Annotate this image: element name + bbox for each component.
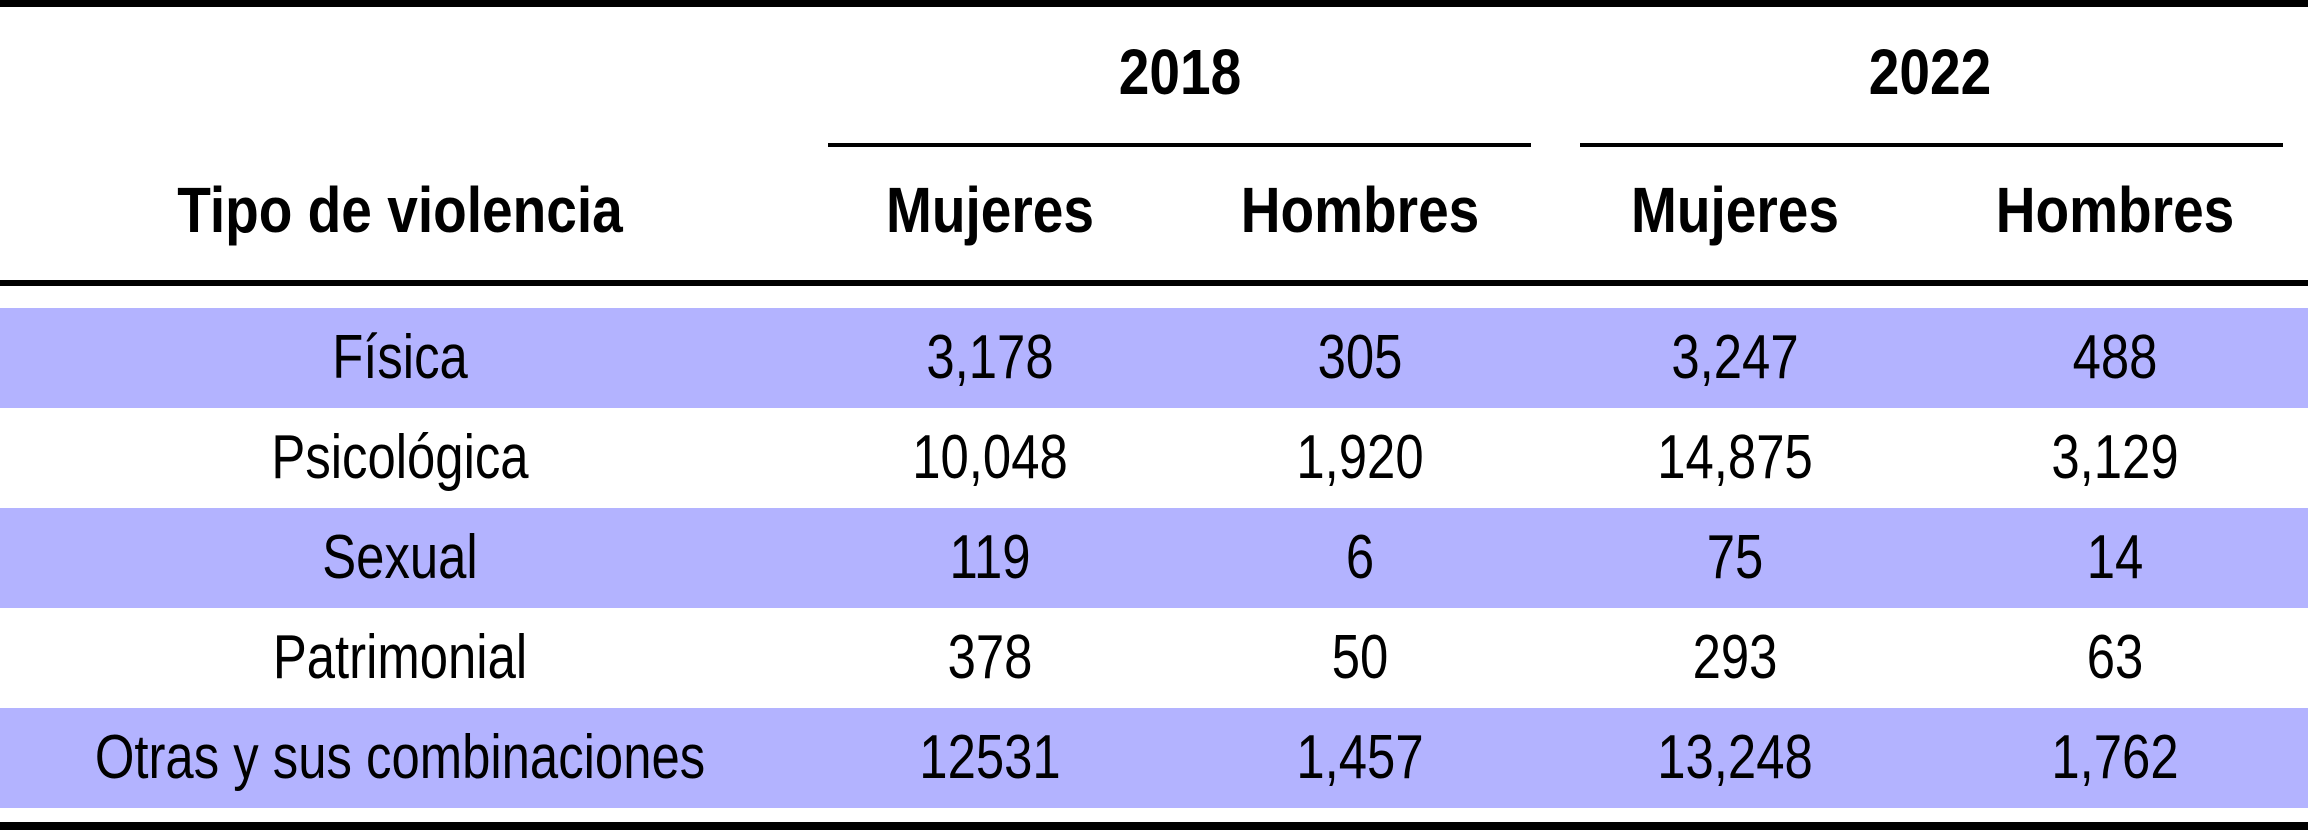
value-cell-2018-hombres: 6 [1345, 523, 1375, 592]
value-cell-2022-hombres: 3,129 [2051, 423, 2179, 492]
row-label: Psicológica [271, 423, 529, 492]
row-label: Patrimonial [272, 623, 528, 692]
value-cell-2018-mujeres: 12531 [919, 723, 1061, 792]
row-label: Sexual [322, 523, 478, 592]
col-header-2022-mujeres: Mujeres [1630, 174, 1840, 246]
table-row [0, 708, 2308, 808]
value-cell-2018-mujeres: 119 [949, 523, 1031, 592]
year-2022-underline [1580, 143, 2283, 147]
value-cell-2022-hombres: 1,762 [2051, 723, 2179, 792]
year-2022-header: 2022 [1868, 36, 1992, 108]
value-cell-2022-mujeres: 3,247 [1671, 323, 1799, 392]
value-cell-2022-hombres: 14 [2086, 523, 2144, 592]
value-cell-2018-mujeres: 3,178 [926, 323, 1054, 392]
header-bottom-rule [0, 280, 2308, 286]
col-header-2022-hombres: Hombres [1995, 174, 2235, 246]
row-label: Física [332, 323, 468, 392]
value-cell-2018-hombres: 50 [1331, 623, 1389, 692]
year-2018-header: 2018 [1118, 36, 1242, 108]
value-cell-2018-mujeres: 378 [947, 623, 1033, 692]
table-row [0, 608, 2308, 708]
table-row [0, 508, 2308, 608]
value-cell-2018-hombres: 1,920 [1296, 423, 1424, 492]
table-row [0, 408, 2308, 508]
col-header-2018-mujeres: Mujeres [885, 174, 1095, 246]
value-cell-2022-hombres: 63 [2086, 623, 2144, 692]
value-cell-2022-mujeres: 293 [1692, 623, 1778, 692]
value-cell-2022-mujeres: 13,248 [1657, 723, 1813, 792]
col-header-2018-hombres: Hombres [1240, 174, 1480, 246]
year-2018-underline [828, 143, 1531, 147]
value-cell-2018-hombres: 1,457 [1296, 723, 1424, 792]
value-cell-2022-mujeres: 14,875 [1657, 423, 1813, 492]
table-row [0, 308, 2308, 408]
row-label: Otras y sus combinaciones [94, 723, 706, 792]
row-label-header: Tipo de violencia [177, 174, 623, 246]
value-cell-2018-mujeres: 10,048 [912, 423, 1068, 492]
table-bottom-rule [0, 822, 2308, 830]
value-cell-2022-mujeres: 75 [1706, 523, 1764, 592]
table-top-rule [0, 0, 2308, 7]
value-cell-2018-hombres: 305 [1317, 323, 1403, 392]
value-cell-2022-hombres: 488 [2072, 323, 2158, 392]
